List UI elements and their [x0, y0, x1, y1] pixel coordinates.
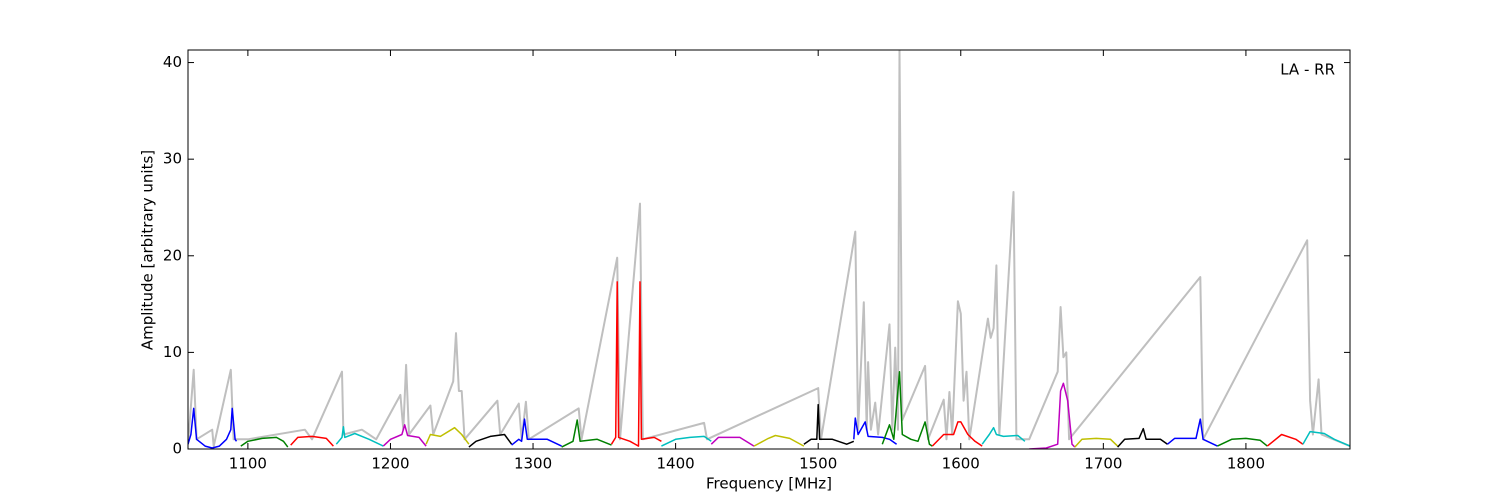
spectrum-line: [188, 407, 238, 449]
x-tick-label: 1300: [514, 455, 552, 473]
spectrum-line: [290, 435, 334, 447]
spectrum-line: [1266, 433, 1304, 447]
y-tick-label: 10: [163, 343, 182, 361]
x-tick-label: 1200: [371, 455, 409, 473]
y-tick-label: 30: [163, 150, 182, 168]
spectrum-line: [610, 281, 662, 447]
spectrum-line: [753, 434, 805, 447]
plot-frame: [187, 49, 1351, 450]
x-axis-label: Frequency [MHz]: [706, 475, 832, 493]
spectrum-line: [511, 418, 562, 447]
spectrum-line: [1029, 382, 1076, 449]
annotation: LA - RR: [1280, 61, 1335, 79]
y-tick-label: 40: [163, 53, 182, 71]
spectrum-line: [240, 436, 289, 448]
spectrum-line: [1302, 430, 1350, 447]
spectrum-line: [335, 426, 384, 447]
x-tick-label: 1400: [657, 455, 695, 473]
spectrum-line: [188, 50, 1350, 448]
x-tick-label: 1100: [229, 455, 267, 473]
spectrum-line: [1217, 437, 1268, 447]
spectrum-line: [1074, 437, 1119, 448]
spectrum-line: [881, 370, 933, 447]
spectrum-line: [853, 417, 898, 445]
x-tick-label: 1800: [1227, 455, 1265, 473]
y-axis-label: Amplitude [arbitrary units]: [139, 150, 157, 350]
x-tick-label: 1500: [799, 455, 837, 473]
x-tick-label: 1600: [942, 455, 980, 473]
spectrum-line: [803, 403, 855, 445]
y-tick-label: 0: [172, 440, 182, 458]
spectrum-line: [1117, 427, 1168, 448]
spectrum-line: [981, 426, 1026, 445]
spectrum-line: [468, 433, 513, 448]
spectrum-line: [425, 426, 470, 445]
spectrum-line: [661, 435, 712, 447]
spectrum-line: [931, 421, 983, 447]
spectrum-line: [1167, 418, 1218, 447]
spectrum-line: [382, 424, 427, 447]
spectrum-line: [561, 419, 612, 448]
x-tick-label: 1700: [1084, 455, 1122, 473]
y-tick-label: 20: [163, 246, 182, 264]
spectrum-line: [710, 436, 755, 447]
